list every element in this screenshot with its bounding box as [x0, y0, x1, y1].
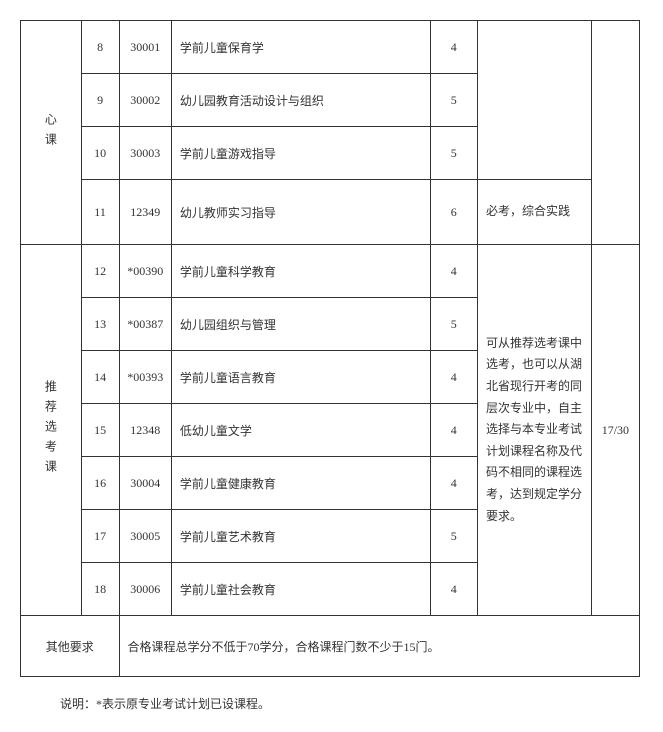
- cell-code: *00387: [119, 298, 171, 351]
- category-core: 心课: [21, 21, 82, 245]
- cell-credit: 6: [430, 180, 477, 245]
- cell-num: 17: [81, 510, 119, 563]
- cell-num: 18: [81, 563, 119, 616]
- other-req-text: 合格课程总学分不低于70学分，合格课程门数不少于15门。: [119, 616, 639, 677]
- cell-num: 8: [81, 21, 119, 74]
- cell-num: 14: [81, 351, 119, 404]
- table-row: 心课 8 30001 学前儿童保育学 4: [21, 21, 640, 74]
- cell-code: 30004: [119, 457, 171, 510]
- cell-name: 学前儿童语言教育: [171, 351, 430, 404]
- cell-credit: 5: [430, 74, 477, 127]
- cell-code: *00390: [119, 245, 171, 298]
- cell-name: 学前儿童社会教育: [171, 563, 430, 616]
- cell-name: 学前儿童保育学: [171, 21, 430, 74]
- cell-credit: 5: [430, 298, 477, 351]
- cell-name: 学前儿童艺术教育: [171, 510, 430, 563]
- course-table: 心课 8 30001 学前儿童保育学 4 9 30002 幼儿园教育活动设计与组…: [20, 20, 640, 677]
- cell-credit: 4: [430, 21, 477, 74]
- category-elective: 推荐选考课: [21, 245, 82, 616]
- cell-note-span: [477, 21, 591, 180]
- cell-num: 11: [81, 180, 119, 245]
- cell-code: 30001: [119, 21, 171, 74]
- cell-note: 必考，综合实践: [477, 180, 591, 245]
- cell-name: 低幼儿童文学: [171, 404, 430, 457]
- cell-name: 幼儿园组织与管理: [171, 298, 430, 351]
- cell-credit: 4: [430, 351, 477, 404]
- cell-num: 12: [81, 245, 119, 298]
- cell-credit: 5: [430, 127, 477, 180]
- cell-total-core: [591, 21, 639, 245]
- cell-name: 学前儿童健康教育: [171, 457, 430, 510]
- cell-name: 学前儿童科学教育: [171, 245, 430, 298]
- table-row: 推荐选考课 12 *00390 学前儿童科学教育 4 可从推荐选考课中选考，也可…: [21, 245, 640, 298]
- cell-code: *00393: [119, 351, 171, 404]
- cell-name: 幼儿园教育活动设计与组织: [171, 74, 430, 127]
- cell-num: 13: [81, 298, 119, 351]
- cell-credit: 4: [430, 245, 477, 298]
- cell-num: 10: [81, 127, 119, 180]
- cell-credit: 4: [430, 457, 477, 510]
- cell-code: 12349: [119, 180, 171, 245]
- cell-total-elective: 17/30: [591, 245, 639, 616]
- cell-credit: 4: [430, 563, 477, 616]
- cell-credit: 4: [430, 404, 477, 457]
- cell-credit: 5: [430, 510, 477, 563]
- cell-code: 30002: [119, 74, 171, 127]
- cell-name: 幼儿教师实习指导: [171, 180, 430, 245]
- table-row: 11 12349 幼儿教师实习指导 6 必考，综合实践: [21, 180, 640, 245]
- cell-num: 15: [81, 404, 119, 457]
- cell-code: 30006: [119, 563, 171, 616]
- other-req-label: 其他要求: [21, 616, 120, 677]
- cell-name: 学前儿童游戏指导: [171, 127, 430, 180]
- cell-num: 16: [81, 457, 119, 510]
- cell-note-elective: 可从推荐选考课中选考，也可以从湖北省现行开考的同层次专业中，自主选择与本专业考试…: [477, 245, 591, 616]
- cell-code: 12348: [119, 404, 171, 457]
- cell-num: 9: [81, 74, 119, 127]
- cell-code: 30003: [119, 127, 171, 180]
- other-requirements-row: 其他要求 合格课程总学分不低于70学分，合格课程门数不少于15门。: [21, 616, 640, 677]
- footnote: 说明：*表示原专业考试计划已设课程。: [20, 695, 643, 712]
- cell-code: 30005: [119, 510, 171, 563]
